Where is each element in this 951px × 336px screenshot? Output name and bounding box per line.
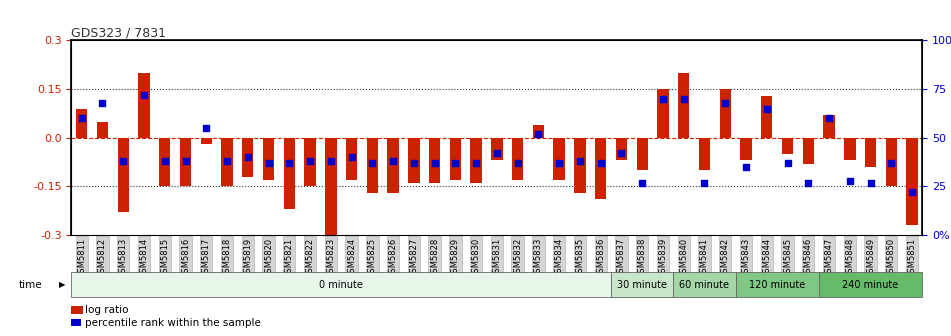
Bar	[736, 272, 819, 297]
Bar	[491, 138, 503, 161]
Bar	[76, 109, 87, 138]
Point	[676, 96, 691, 101]
Bar	[243, 138, 254, 177]
Bar	[533, 125, 544, 138]
Bar	[574, 138, 586, 193]
Point	[863, 180, 878, 185]
Point	[448, 160, 463, 166]
Point	[573, 159, 588, 164]
Bar	[657, 89, 669, 138]
Bar	[201, 138, 212, 144]
Point	[510, 160, 525, 166]
Point	[95, 100, 110, 106]
Point	[178, 159, 193, 164]
Bar	[819, 272, 922, 297]
Bar	[885, 138, 897, 186]
Bar	[864, 138, 876, 167]
Bar	[803, 138, 814, 164]
Text: GDS323 / 7831: GDS323 / 7831	[71, 26, 166, 39]
Bar	[180, 138, 191, 186]
Bar	[471, 138, 482, 183]
Bar	[761, 95, 772, 138]
Bar	[138, 73, 149, 138]
Bar	[824, 115, 835, 138]
Point	[385, 159, 400, 164]
Point	[531, 131, 546, 136]
Bar	[782, 138, 793, 154]
Point	[552, 160, 567, 166]
Bar	[97, 122, 108, 138]
Point	[261, 160, 276, 166]
Point	[323, 159, 339, 164]
Bar	[611, 272, 673, 297]
Bar	[636, 138, 648, 170]
Text: 60 minute: 60 minute	[680, 280, 729, 290]
Point	[738, 164, 753, 170]
Bar	[450, 138, 461, 180]
Bar	[346, 138, 358, 180]
Point	[883, 160, 899, 166]
Bar	[408, 138, 419, 183]
Point	[344, 155, 359, 160]
Point	[697, 180, 712, 185]
Point	[469, 160, 484, 166]
Point	[489, 151, 504, 156]
Bar	[678, 73, 689, 138]
Point	[406, 160, 421, 166]
Point	[136, 92, 151, 97]
Bar	[304, 138, 316, 186]
Point	[365, 160, 380, 166]
Bar	[429, 138, 440, 183]
Point	[822, 116, 837, 121]
Point	[281, 160, 297, 166]
Point	[116, 159, 131, 164]
Text: 120 minute: 120 minute	[749, 280, 805, 290]
Bar	[118, 138, 129, 212]
Point	[655, 96, 670, 101]
Point	[427, 160, 442, 166]
Point	[780, 160, 795, 166]
Point	[74, 116, 89, 121]
Bar	[222, 138, 233, 186]
Point	[220, 159, 235, 164]
Bar	[906, 138, 918, 225]
Bar	[595, 138, 607, 200]
Point	[904, 190, 920, 195]
Point	[302, 159, 318, 164]
Point	[759, 106, 774, 111]
Point	[241, 155, 256, 160]
Text: 30 minute: 30 minute	[617, 280, 668, 290]
Text: time: time	[19, 280, 43, 290]
Text: log ratio: log ratio	[85, 305, 128, 315]
Bar	[262, 138, 274, 180]
Bar	[387, 138, 398, 193]
Point	[613, 151, 629, 156]
Bar	[325, 138, 337, 235]
Bar	[283, 138, 295, 209]
Text: 0 minute: 0 minute	[320, 280, 363, 290]
Bar	[512, 138, 523, 180]
Point	[801, 180, 816, 185]
Bar	[159, 138, 170, 186]
Point	[593, 160, 609, 166]
Text: 240 minute: 240 minute	[843, 280, 899, 290]
Bar	[615, 138, 627, 161]
Point	[199, 125, 214, 131]
Bar	[699, 138, 710, 170]
Point	[718, 100, 733, 106]
Bar	[71, 272, 611, 297]
Point	[843, 178, 858, 183]
Point	[634, 180, 650, 185]
Bar	[553, 138, 565, 180]
Bar	[673, 272, 736, 297]
Bar	[844, 138, 856, 161]
Text: ▶: ▶	[59, 281, 66, 289]
Text: percentile rank within the sample: percentile rank within the sample	[85, 318, 261, 328]
Bar	[367, 138, 378, 193]
Point	[157, 159, 172, 164]
Bar	[740, 138, 751, 161]
Bar	[720, 89, 731, 138]
